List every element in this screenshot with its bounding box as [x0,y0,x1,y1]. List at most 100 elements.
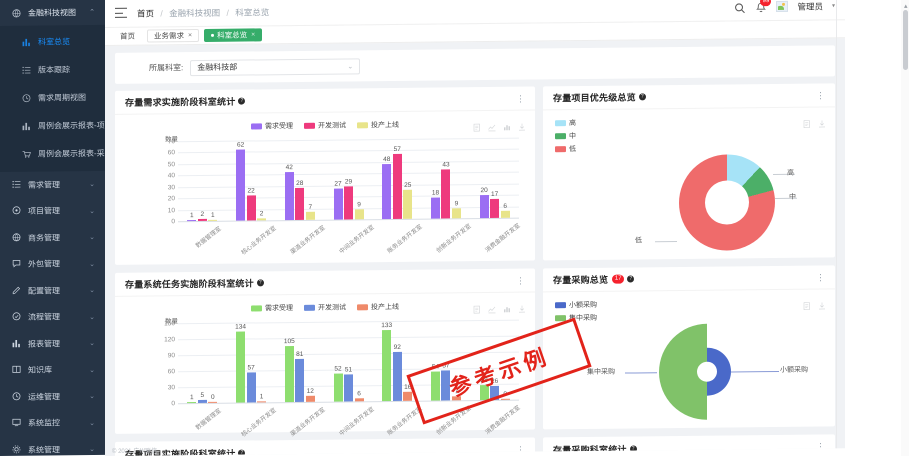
bar-2[interactable]: 17 [490,190,500,218]
menu-collapse-icon[interactable] [115,7,127,19]
scrollbar-thumb[interactable] [903,10,908,70]
tab-1[interactable]: 首页 [113,30,142,43]
legend-item-1[interactable]: 小额采购 [555,297,827,310]
sidebar-item-1[interactable]: 需求管理 ⌄ [0,171,105,199]
legend-item-2[interactable]: 开发测试 [304,302,346,312]
legend-item-1[interactable]: 需求受理 [251,303,293,313]
bar-2[interactable]: 81 [295,351,305,403]
bar-2[interactable]: 57 [441,362,451,401]
bar-switch-icon[interactable] [503,301,511,313]
bar-3[interactable]: 25 [403,182,413,219]
scroll-up-icon[interactable]: ▴ [903,3,908,10]
donut-hole [705,180,749,225]
vertical-scrollbar[interactable]: ▴ [901,0,909,456]
bar-1[interactable]: 62 [236,142,246,221]
data-view-icon[interactable] [803,116,811,128]
bar-3[interactable]: 9 [451,200,461,219]
help-icon[interactable]: ? [638,93,646,101]
avatar[interactable] [776,0,789,12]
card-menu-icon[interactable]: ⋮ [516,275,525,286]
sidebar-item-weekly-project[interactable]: 周例会展示报表-项目 [0,111,105,140]
sidebar-item-7[interactable]: 报表管理 ⌄ [0,330,105,358]
bar-1[interactable]: 133 [381,322,392,402]
bar-2[interactable]: 57 [246,364,256,403]
bar-1[interactable]: 52 [333,366,343,402]
donut-ring[interactable] [679,153,775,251]
bar-value-label: 51 [344,366,353,374]
legend-item-1[interactable]: 需求受理 [251,121,293,131]
bar-1[interactable]: 105 [284,338,295,403]
sidebar-item-5[interactable]: 配置管理 ⌄ [0,277,105,305]
bar-1[interactable]: 134 [235,323,246,403]
bar-3[interactable]: 7 [305,204,315,220]
legend-swatch [555,120,566,127]
y-tick-label: 150 [164,320,175,328]
bar-2[interactable]: 26 [490,378,500,400]
download-icon[interactable] [818,115,826,128]
legend-item-2[interactable]: 中 [555,128,827,141]
data-view-icon[interactable] [473,301,481,314]
bar-switch-icon[interactable] [503,119,511,131]
help-icon[interactable]: ? [238,97,246,105]
bar-2[interactable]: 29 [344,178,354,220]
bar-1[interactable]: 28 [479,377,489,401]
bar-2[interactable]: 92 [392,344,402,401]
breadcrumb-level2[interactable]: 金融科技视图 [169,7,221,18]
bar-2[interactable]: 22 [246,187,256,221]
download-icon[interactable] [518,301,526,313]
sidebar-item-weekly-purchase[interactable]: 周例会展示报表-采购 [0,139,105,168]
legend-item-1[interactable]: 高 [555,115,827,128]
bar-3[interactable]: 9 [354,201,364,220]
line-switch-icon[interactable] [488,301,496,314]
sidebar-item-11[interactable]: 系统管理 ⌄ [0,436,105,456]
sidebar-group-fintech[interactable]: 金融科技视图 ⌃ [0,0,105,26]
bar-1[interactable]: 54 [430,364,440,401]
legend-item-3[interactable]: 投产上线 [357,120,399,130]
bar-1[interactable]: 18 [430,190,440,219]
card-menu-icon[interactable]: ⋮ [516,93,525,104]
sidebar-item-3[interactable]: 商务管理 ⌄ [0,224,105,252]
breadcrumb-level3[interactable]: 科室总览 [235,6,270,18]
bar-2[interactable]: 51 [344,366,354,402]
sidebar-item-8[interactable]: 知识库 ⌄ [0,356,105,384]
sidebar-item-9[interactable]: 运维管理 ⌄ [0,383,105,411]
bar-1[interactable]: 48 [382,156,392,220]
sidebar-item-2[interactable]: 项目管理 ⌄ [0,197,105,225]
annotation-label: 中 [789,193,796,201]
user-name[interactable]: 管理员 [797,0,823,12]
search-icon[interactable] [734,1,746,13]
download-icon[interactable] [518,119,526,131]
sidebar-item-4[interactable]: 外包管理 ⌄ [0,250,105,278]
tab-close-icon[interactable]: × [188,32,193,40]
card-menu-icon[interactable]: ⋮ [816,89,825,101]
bar-2[interactable]: 28 [295,180,305,221]
help-icon[interactable]: ? [627,275,635,283]
legend-item-2[interactable]: 开发测试 [304,120,346,130]
sidebar-item-xuqiu-zhouqi[interactable]: 需求周期视图 [0,83,105,112]
bar-2[interactable]: 57 [392,146,402,219]
bar-2[interactable]: 43 [441,161,451,219]
card-menu-icon[interactable]: ⋮ [816,271,825,283]
chevron-down-icon[interactable]: ▾ [831,3,835,10]
bar-1[interactable]: 27 [333,181,343,220]
tab-close-icon[interactable]: × [251,31,256,39]
sidebar-item-keshi-zonglan[interactable]: 科室总览 [0,27,105,56]
data-view-icon[interactable] [803,298,811,310]
bar-1[interactable]: 42 [284,164,294,221]
department-select[interactable]: 金融科技部 ⌄ [190,57,361,76]
sidebar-item-6[interactable]: 流程管理 ⌄ [0,303,105,331]
tab-3[interactable]: 科室总览 × [204,28,263,42]
sidebar-item-banben-genzong[interactable]: 版本跟踪 [0,55,105,84]
tab-2[interactable]: 业务需求 × [147,29,200,43]
help-icon[interactable]: ? [256,279,264,287]
chevron-down-icon: ⌄ [89,234,95,242]
data-view-icon[interactable] [473,119,481,132]
line-switch-icon[interactable] [488,119,496,132]
sidebar-item-10[interactable]: 系统监控 ⌄ [0,409,105,437]
breadcrumb-home[interactable]: 首页 [137,7,155,19]
bar-3[interactable]: 16 [403,384,413,401]
legend-item-3[interactable]: 投产上线 [357,302,399,312]
download-icon[interactable] [818,297,826,310]
notification-bell-icon[interactable]: 99 [755,0,772,13]
bar-1[interactable]: 20 [479,187,489,219]
